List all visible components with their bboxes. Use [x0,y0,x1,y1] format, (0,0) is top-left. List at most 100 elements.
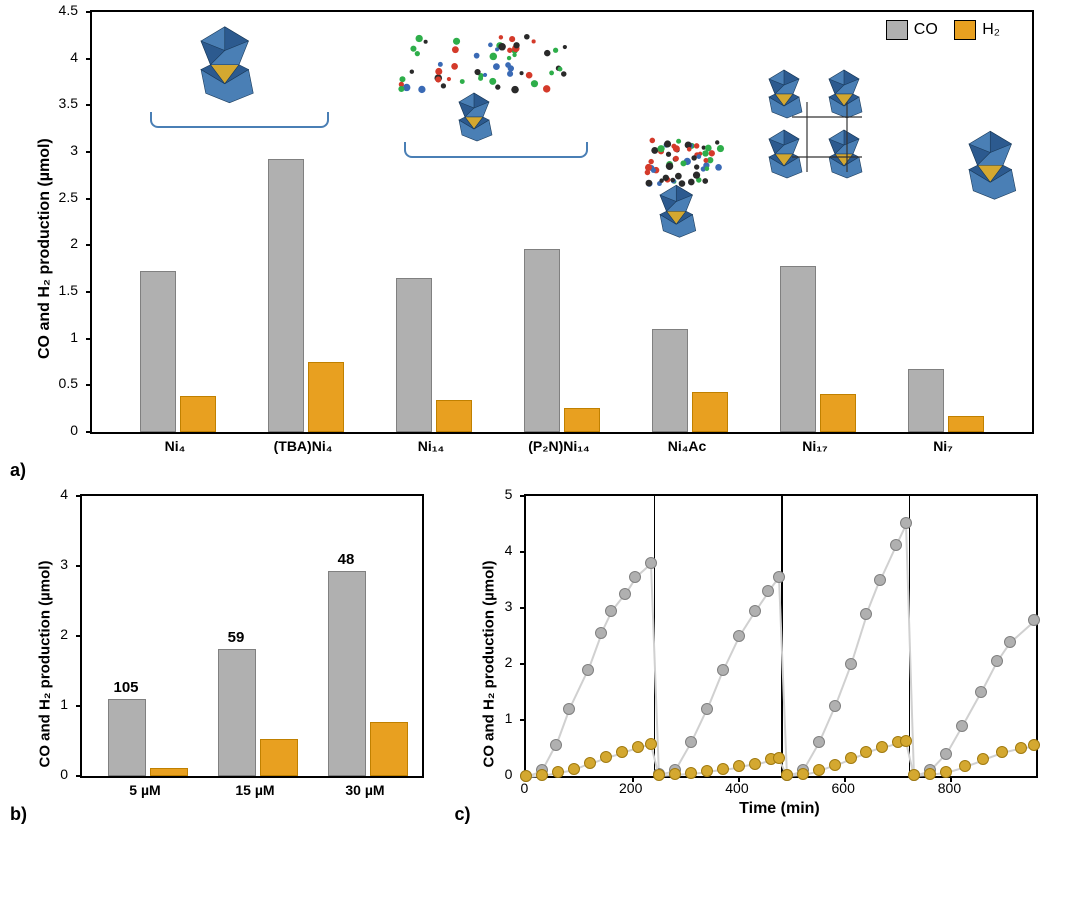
co-bar [108,699,146,776]
ytick: 4.5 [59,2,78,18]
bracket-icon [150,112,329,128]
data-point [890,539,902,551]
ytick: 3 [505,598,513,614]
xtick-label: 800 [938,780,961,796]
data-point [956,720,968,732]
data-point [749,758,761,770]
data-point [653,769,665,781]
panel-c-label: c) [454,804,470,825]
legend-swatch-co [886,20,908,40]
xtick-label: Ni₄ [165,438,186,454]
legend-h2: H₂ [954,20,1000,40]
h2-bar [820,394,856,432]
legend-co: CO [886,20,938,40]
data-point [975,686,987,698]
ytick: 2 [505,654,513,670]
data-point [924,768,936,780]
data-point [616,746,628,758]
data-point [605,605,617,617]
ytick: 2 [60,626,68,642]
xtick-label: Ni₄Ac [668,438,707,454]
legend-swatch-h2 [954,20,976,40]
data-point [536,769,548,781]
ytick: 3 [60,556,68,572]
chart-a: CO H₂ [90,10,1034,434]
ytick: 3 [70,142,78,158]
co-bar [328,571,366,776]
panel-a-label: a) [10,460,26,481]
ytick: 2.5 [59,189,78,205]
ytick: 1 [60,696,68,712]
data-point [874,574,886,586]
h2-bar [180,396,216,432]
data-point [773,752,785,764]
data-point [996,746,1008,758]
data-point [717,763,729,775]
data-point [959,760,971,772]
data-point [1028,614,1040,626]
h2-bar [692,392,728,432]
data-point [645,738,657,750]
molecule-icon [182,22,268,108]
co-bar [218,649,256,776]
bar-value-label: 105 [113,679,138,696]
data-point [600,751,612,763]
data-point [582,664,594,676]
molecule-icon [647,182,706,241]
data-point [860,608,872,620]
xlabel-c: Time (min) [524,800,1034,818]
chart-b: 1055948 [80,494,424,778]
data-point [550,739,562,751]
co-bar [780,266,816,432]
data-point [1004,636,1016,648]
ytick: 1 [70,329,78,345]
molecule-icon [752,62,902,212]
ytick: 0 [505,766,513,782]
ylabel-a: CO and H₂ production (µmol) [36,79,54,359]
data-point [908,769,920,781]
ylabel-b: CO and H₂ production (µmol) [37,508,54,768]
data-point [733,760,745,772]
ytick: 3.5 [59,95,78,111]
data-point [669,768,681,780]
xtick-label: Ni₇ [933,438,953,454]
data-point [1028,739,1040,751]
ytick: 0 [70,422,78,438]
data-point [797,768,809,780]
xtick-label: Ni₁₇ [802,438,827,454]
h2-bar [370,722,408,776]
xtick-label: 30 µM [345,782,384,798]
chart-c [524,494,1038,778]
xtick-label: 5 µM [129,782,160,798]
ytick: 0.5 [59,375,78,391]
co-bar [140,271,176,432]
data-point [940,748,952,760]
data-point [876,741,888,753]
data-point [733,630,745,642]
data-point [773,571,785,583]
ytick: 1.5 [59,282,78,298]
data-point [701,765,713,777]
data-point [685,767,697,779]
data-point [900,517,912,529]
co-bar [396,278,432,432]
data-point [685,736,697,748]
ytick: 2 [70,235,78,251]
ytick: 4 [505,542,513,558]
data-point [762,585,774,597]
legend-a: CO H₂ [886,20,1012,45]
data-point [781,769,793,781]
data-point [701,703,713,715]
molecule-icon [952,127,1029,204]
data-point [813,736,825,748]
data-point [860,746,872,758]
ytick: 5 [505,486,513,502]
data-point [632,741,644,753]
data-point [552,766,564,778]
data-point [991,655,1003,667]
xtick-label: 0 [521,780,529,796]
data-point [940,766,952,778]
legend-label-co: CO [914,21,938,39]
xtick-label: (TBA)Ni₄ [274,438,333,454]
co-bar [652,329,688,432]
